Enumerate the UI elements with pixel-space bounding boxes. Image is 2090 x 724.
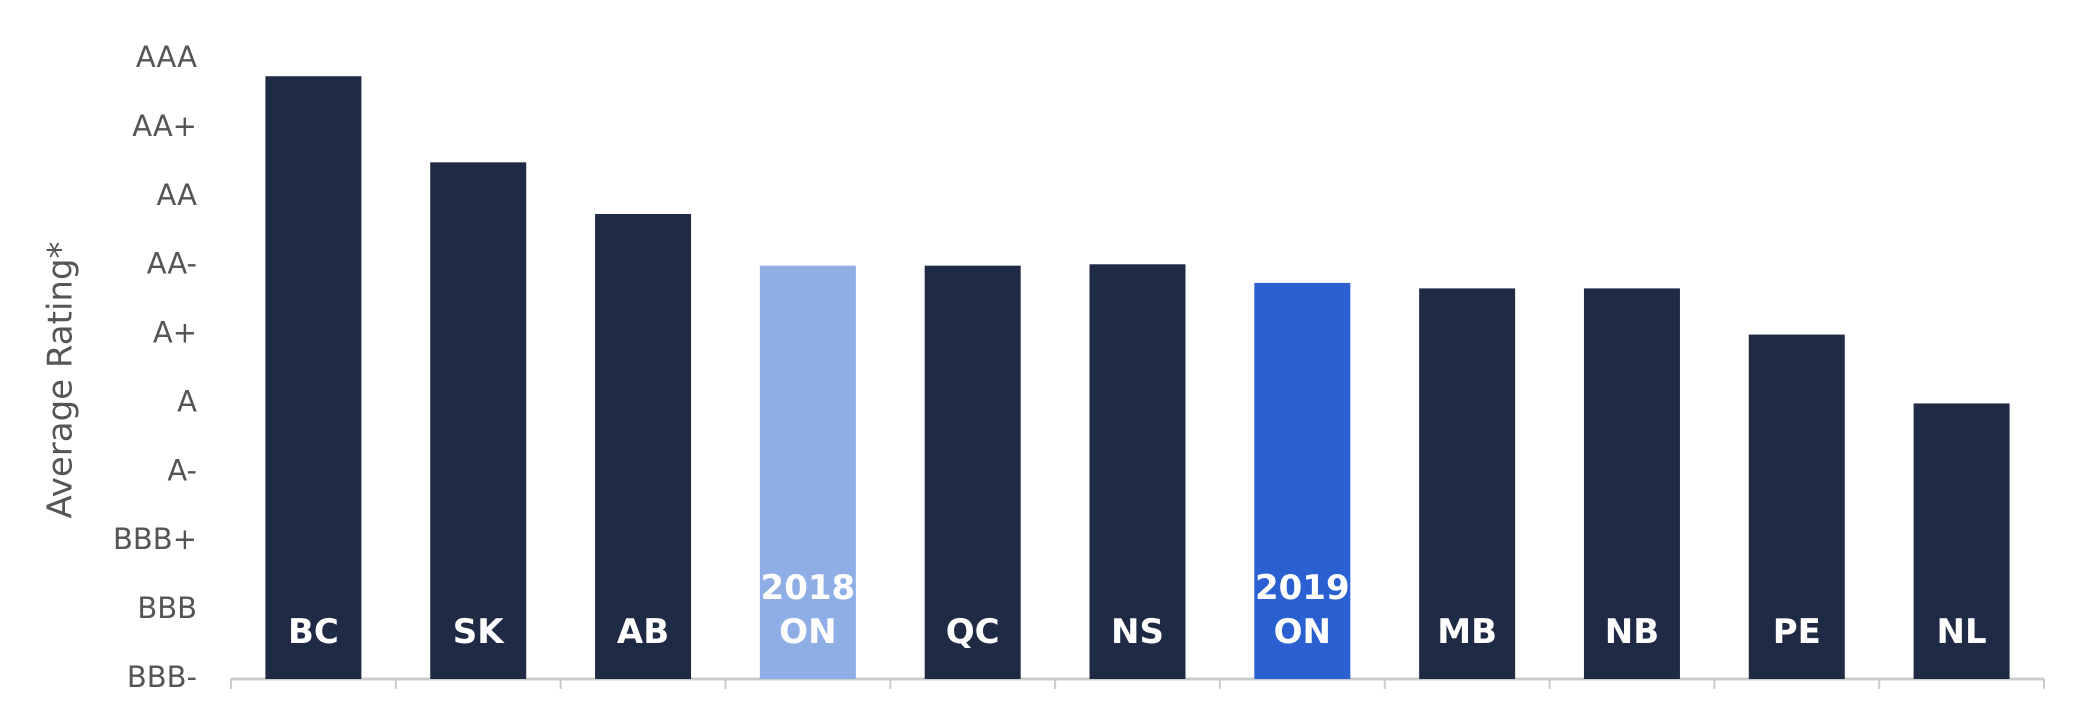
x-tick-label: 2019 ON	[1254, 567, 1350, 652]
y-tick-label: A+	[153, 316, 197, 350]
y-tick-label: BBB	[137, 591, 197, 625]
y-tick-label: A-	[167, 453, 197, 487]
bar	[1913, 403, 2010, 679]
x-tick-label: BC	[287, 611, 339, 652]
y-axis-title: Average Rating*	[41, 241, 81, 518]
x-tick-label: 2018 ON	[760, 567, 856, 652]
bar	[759, 265, 856, 679]
x-tick-label: PE	[1772, 611, 1821, 652]
bar	[1419, 288, 1516, 679]
y-tick-label: AA-	[147, 247, 197, 281]
y-tick-label: AA+	[132, 109, 197, 143]
bar	[1583, 288, 1680, 679]
y-tick-label: BBB-	[127, 660, 197, 694]
bar	[1254, 282, 1351, 679]
x-tick-label: NB	[1604, 611, 1660, 652]
bar	[595, 214, 692, 679]
bar	[265, 76, 362, 679]
bar	[1748, 334, 1845, 679]
x-tick-label: AB	[616, 611, 670, 652]
y-tick-label: BBB+	[113, 522, 197, 556]
x-tick-label: MB	[1437, 611, 1497, 652]
x-tick-label: NS	[1111, 611, 1164, 652]
bar	[430, 162, 527, 680]
x-tick-label: NL	[1936, 611, 1987, 652]
bar	[1089, 264, 1186, 679]
y-tick-label: AA	[157, 178, 198, 212]
x-tick-label: SK	[452, 611, 504, 652]
y-tick-label: AAA	[136, 40, 197, 74]
y-tick-label: A	[177, 384, 197, 418]
bar	[924, 265, 1021, 679]
x-tick-label: QC	[945, 611, 1000, 652]
